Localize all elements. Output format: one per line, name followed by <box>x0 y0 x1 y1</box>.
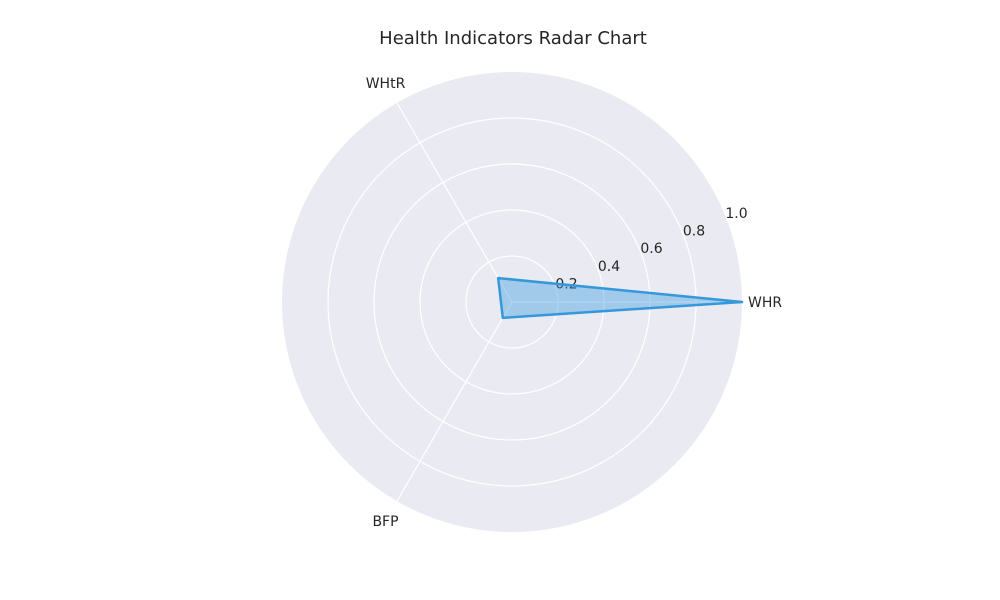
grid-spoke <box>396 102 513 303</box>
category-label: WHR <box>748 295 782 311</box>
series-line <box>496 276 744 320</box>
grid-spoke <box>396 301 513 502</box>
r-tick-label: 0.8 <box>683 224 705 240</box>
r-tick-label: 0.4 <box>598 259 620 275</box>
category-label: BFP <box>372 514 398 530</box>
series-area <box>498 278 742 318</box>
r-tick-label: 1.0 <box>725 206 747 222</box>
category-label: WHtR <box>366 76 406 92</box>
chart-title: Health Indicators Radar Chart <box>379 28 647 49</box>
r-tick-label: 0.6 <box>640 241 662 257</box>
